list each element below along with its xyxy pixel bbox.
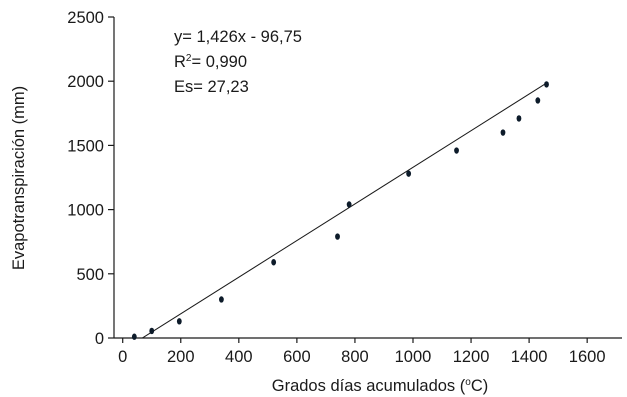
data-point (454, 147, 459, 154)
data-point (535, 97, 541, 104)
y-tick-label: 1500 (67, 137, 104, 155)
y-axis-title: Evapotranspiración (mm) (10, 86, 28, 270)
r-squared: R2= 0,990 (174, 53, 247, 71)
x-tick-label: 1400 (511, 348, 548, 366)
x-axis-title: Grados días acumulados (oC) (272, 377, 489, 395)
data-point (335, 233, 340, 240)
data-point (516, 115, 522, 122)
x-tick-label: 200 (167, 348, 195, 366)
y-tick-label: 500 (76, 266, 104, 284)
x-tick-label: 800 (341, 348, 369, 366)
data-point (149, 327, 155, 335)
x-tick-label: 400 (225, 348, 253, 366)
x-tick-label: 600 (283, 348, 311, 366)
regression-annotation: y= 1,426x - 96,75 R2= 0,990 Es= 27,23 (174, 28, 302, 96)
x-tick-label: 1200 (453, 348, 490, 366)
y-tick-label: 1000 (67, 202, 104, 220)
data-point (500, 129, 506, 136)
x-tick-label: 1600 (569, 348, 606, 366)
regression-equation: y= 1,426x - 96,75 (174, 28, 302, 46)
standard-error: Es= 27,23 (174, 78, 249, 96)
y-tick-label: 0 (95, 330, 104, 348)
x-tick-label: 0 (118, 348, 127, 366)
data-point (346, 201, 352, 208)
y-tick-label: 2000 (67, 73, 104, 91)
data-point (176, 318, 182, 325)
x-tick-label: 1000 (395, 348, 432, 366)
data-point (219, 296, 224, 303)
data-point (544, 81, 549, 88)
y-tick-label: 2500 (67, 9, 104, 27)
regression-line (142, 82, 547, 339)
data-point (131, 333, 137, 340)
data-point (406, 170, 412, 177)
data-point (271, 259, 277, 266)
